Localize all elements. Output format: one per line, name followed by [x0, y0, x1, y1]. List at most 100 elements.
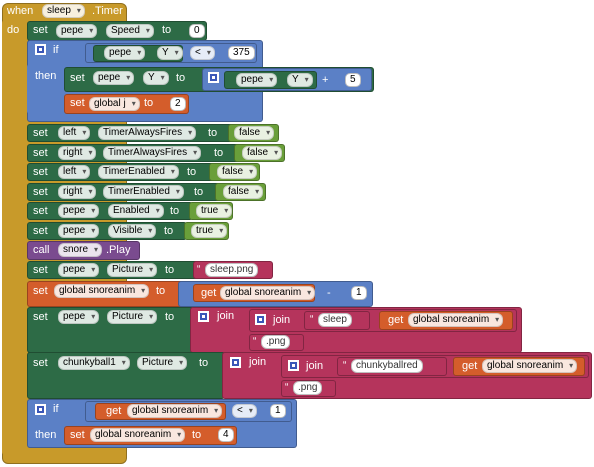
to-label: to	[144, 97, 154, 109]
property-dropdown[interactable]: Y	[143, 71, 169, 85]
to-label: to	[164, 225, 174, 237]
event-component-dropdown[interactable]: sleep	[42, 4, 85, 18]
boolean-dropdown[interactable]: false	[217, 165, 258, 179]
text-value[interactable]: chunkyballred	[351, 359, 423, 373]
component-dropdown[interactable]: pepe	[58, 204, 100, 218]
variable-dropdown[interactable]: global j	[89, 97, 140, 111]
set-label: set	[70, 429, 85, 441]
number-value[interactable]: 2	[170, 97, 186, 111]
set-label: set	[70, 72, 85, 84]
property-dropdown[interactable]: TimerAlwaysFires	[98, 126, 197, 140]
property-dropdown[interactable]: Y	[157, 46, 183, 60]
if-label: if	[53, 403, 59, 415]
component-dropdown[interactable]: chunkyball1	[58, 356, 130, 370]
join-label: join	[306, 360, 324, 372]
number-value[interactable]: 5	[345, 73, 361, 87]
property-dropdown[interactable]: TimerAlwaysFires	[103, 146, 202, 160]
open-quote: “	[253, 336, 257, 347]
component-dropdown[interactable]: left	[58, 126, 91, 140]
set-pepe-visible-block[interactable]	[27, 222, 187, 240]
component-dropdown[interactable]: pepe	[58, 224, 100, 238]
component-dropdown[interactable]: pepe	[56, 24, 98, 38]
set-label: set	[33, 205, 48, 217]
variable-dropdown[interactable]: global snoreanim	[90, 428, 186, 442]
number-value[interactable]: 1	[270, 404, 286, 418]
set-label: set	[70, 97, 85, 109]
number-value[interactable]: 375	[228, 46, 255, 60]
join-label: join	[249, 356, 267, 368]
set-label: set	[33, 24, 48, 36]
component-dropdown[interactable]: pepe	[104, 46, 146, 60]
text-value[interactable]: .png	[293, 381, 323, 395]
variable-dropdown[interactable]: global snoreanim	[220, 286, 316, 300]
variable-dropdown[interactable]: global snoreanim	[127, 404, 223, 418]
variable-dropdown[interactable]: global snoreanim	[54, 284, 150, 298]
component-dropdown[interactable]: pepe	[236, 73, 278, 87]
to-label: to	[192, 429, 202, 441]
text-value[interactable]: sleep	[318, 313, 352, 327]
join-label: join	[273, 314, 291, 326]
operator-dropdown[interactable]: <	[190, 46, 215, 60]
variable-dropdown[interactable]: global snoreanim	[482, 359, 578, 373]
boolean-dropdown[interactable]: true	[196, 204, 233, 218]
method-label: .Play	[106, 244, 131, 256]
to-label: to	[170, 205, 180, 217]
mutator-gear-icon[interactable]	[288, 360, 299, 371]
mutator-gear-icon[interactable]	[230, 357, 241, 368]
variable-dropdown[interactable]: global snoreanim	[408, 313, 504, 327]
to-label: to	[176, 72, 186, 84]
component-dropdown[interactable]: left	[58, 165, 91, 179]
text-value[interactable]: sleep.png	[205, 263, 259, 277]
component-dropdown[interactable]: right	[58, 185, 97, 199]
component-dropdown[interactable]: pepe	[58, 263, 100, 277]
to-label: to	[162, 24, 172, 36]
component-dropdown[interactable]: pepe	[93, 71, 135, 85]
property-dropdown[interactable]: TimerEnabled	[98, 165, 179, 179]
to-label: to	[199, 357, 209, 369]
component-dropdown[interactable]: pepe	[58, 310, 100, 324]
boolean-dropdown[interactable]: false	[242, 146, 283, 160]
to-label: to	[194, 186, 204, 198]
property-dropdown[interactable]: TimerEnabled	[103, 185, 184, 199]
mutator-gear-icon[interactable]	[198, 311, 209, 322]
if-block-then-gap	[27, 64, 63, 114]
set-label: set	[33, 147, 48, 159]
mutator-gear-icon[interactable]	[35, 404, 46, 415]
property-dropdown[interactable]: Y	[287, 73, 313, 87]
number-value[interactable]: 1	[351, 286, 367, 300]
property-dropdown[interactable]: Picture	[107, 310, 158, 324]
mutator-gear-icon[interactable]	[208, 72, 219, 83]
mutator-gear-icon[interactable]	[35, 44, 46, 55]
set-label: set	[33, 166, 48, 178]
get-label: get	[201, 287, 217, 299]
open-quote: “	[343, 360, 347, 371]
then-label: then	[35, 70, 57, 82]
set-label: set	[33, 357, 48, 369]
call-label: call	[33, 244, 50, 256]
event-name-label: .Timer	[92, 5, 123, 17]
boolean-dropdown[interactable]: true	[191, 224, 228, 238]
boolean-dropdown[interactable]: false	[234, 126, 275, 140]
mutator-gear-icon[interactable]	[255, 314, 266, 325]
number-value[interactable]: 0	[189, 24, 205, 38]
text-value[interactable]: .png	[261, 335, 291, 349]
set-label: set	[33, 264, 48, 276]
property-dropdown[interactable]: Speed	[106, 24, 154, 38]
when-label: when	[7, 5, 34, 17]
event-block-inner-bar	[2, 20, 26, 455]
plus-operator: +	[322, 74, 329, 86]
property-dropdown[interactable]: Picture	[107, 263, 158, 277]
boolean-dropdown[interactable]: false	[223, 185, 264, 199]
then-label: then	[35, 429, 57, 441]
do-label: do	[7, 24, 20, 36]
component-dropdown[interactable]: right	[58, 146, 97, 160]
property-dropdown[interactable]: Visible	[108, 224, 157, 238]
set-label: set	[33, 225, 48, 237]
operator-dropdown[interactable]: <	[232, 404, 257, 418]
component-dropdown[interactable]: snore	[58, 243, 103, 257]
set-label: set	[33, 186, 48, 198]
number-value[interactable]: 4	[218, 428, 234, 442]
property-dropdown[interactable]: Enabled	[108, 204, 164, 218]
property-dropdown[interactable]: Picture	[137, 356, 188, 370]
